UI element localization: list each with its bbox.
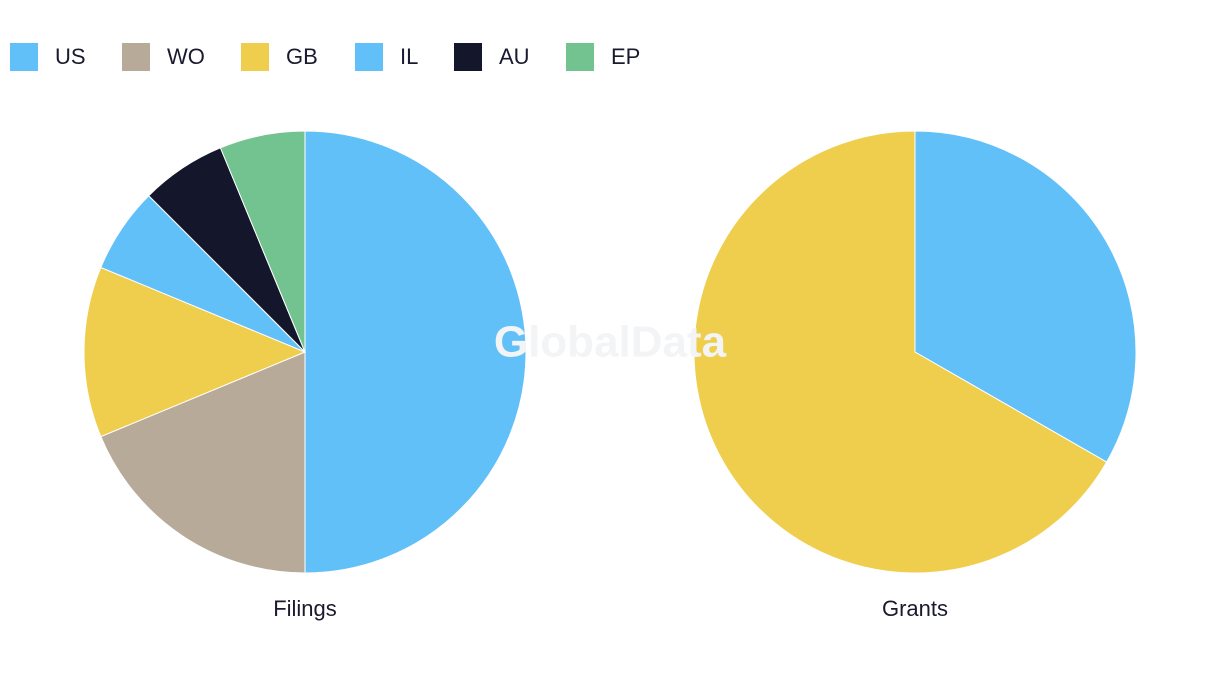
pie-slice xyxy=(304,130,527,574)
legend-label: GB xyxy=(286,44,318,69)
legend-swatch xyxy=(122,43,150,71)
pie-slice xyxy=(83,266,307,438)
legend-label: US xyxy=(55,44,86,69)
legend-label: EP xyxy=(611,44,640,69)
legend-label: WO xyxy=(167,44,205,69)
chart-title: Grants xyxy=(882,596,948,621)
pie-slice xyxy=(914,130,1137,463)
legend-swatch xyxy=(241,43,269,71)
legend-label: IL xyxy=(400,44,418,69)
pie-slice xyxy=(693,130,1108,574)
legend-swatch xyxy=(454,43,482,71)
legend-swatch xyxy=(355,43,383,71)
pie-slice xyxy=(100,351,306,574)
legend-swatch xyxy=(10,43,38,71)
chart-title: Filings xyxy=(273,596,337,621)
pie-slice xyxy=(219,130,306,353)
legend-label: AU xyxy=(499,44,530,69)
watermark: GlobalData xyxy=(494,318,727,367)
legend-swatch xyxy=(566,43,594,71)
